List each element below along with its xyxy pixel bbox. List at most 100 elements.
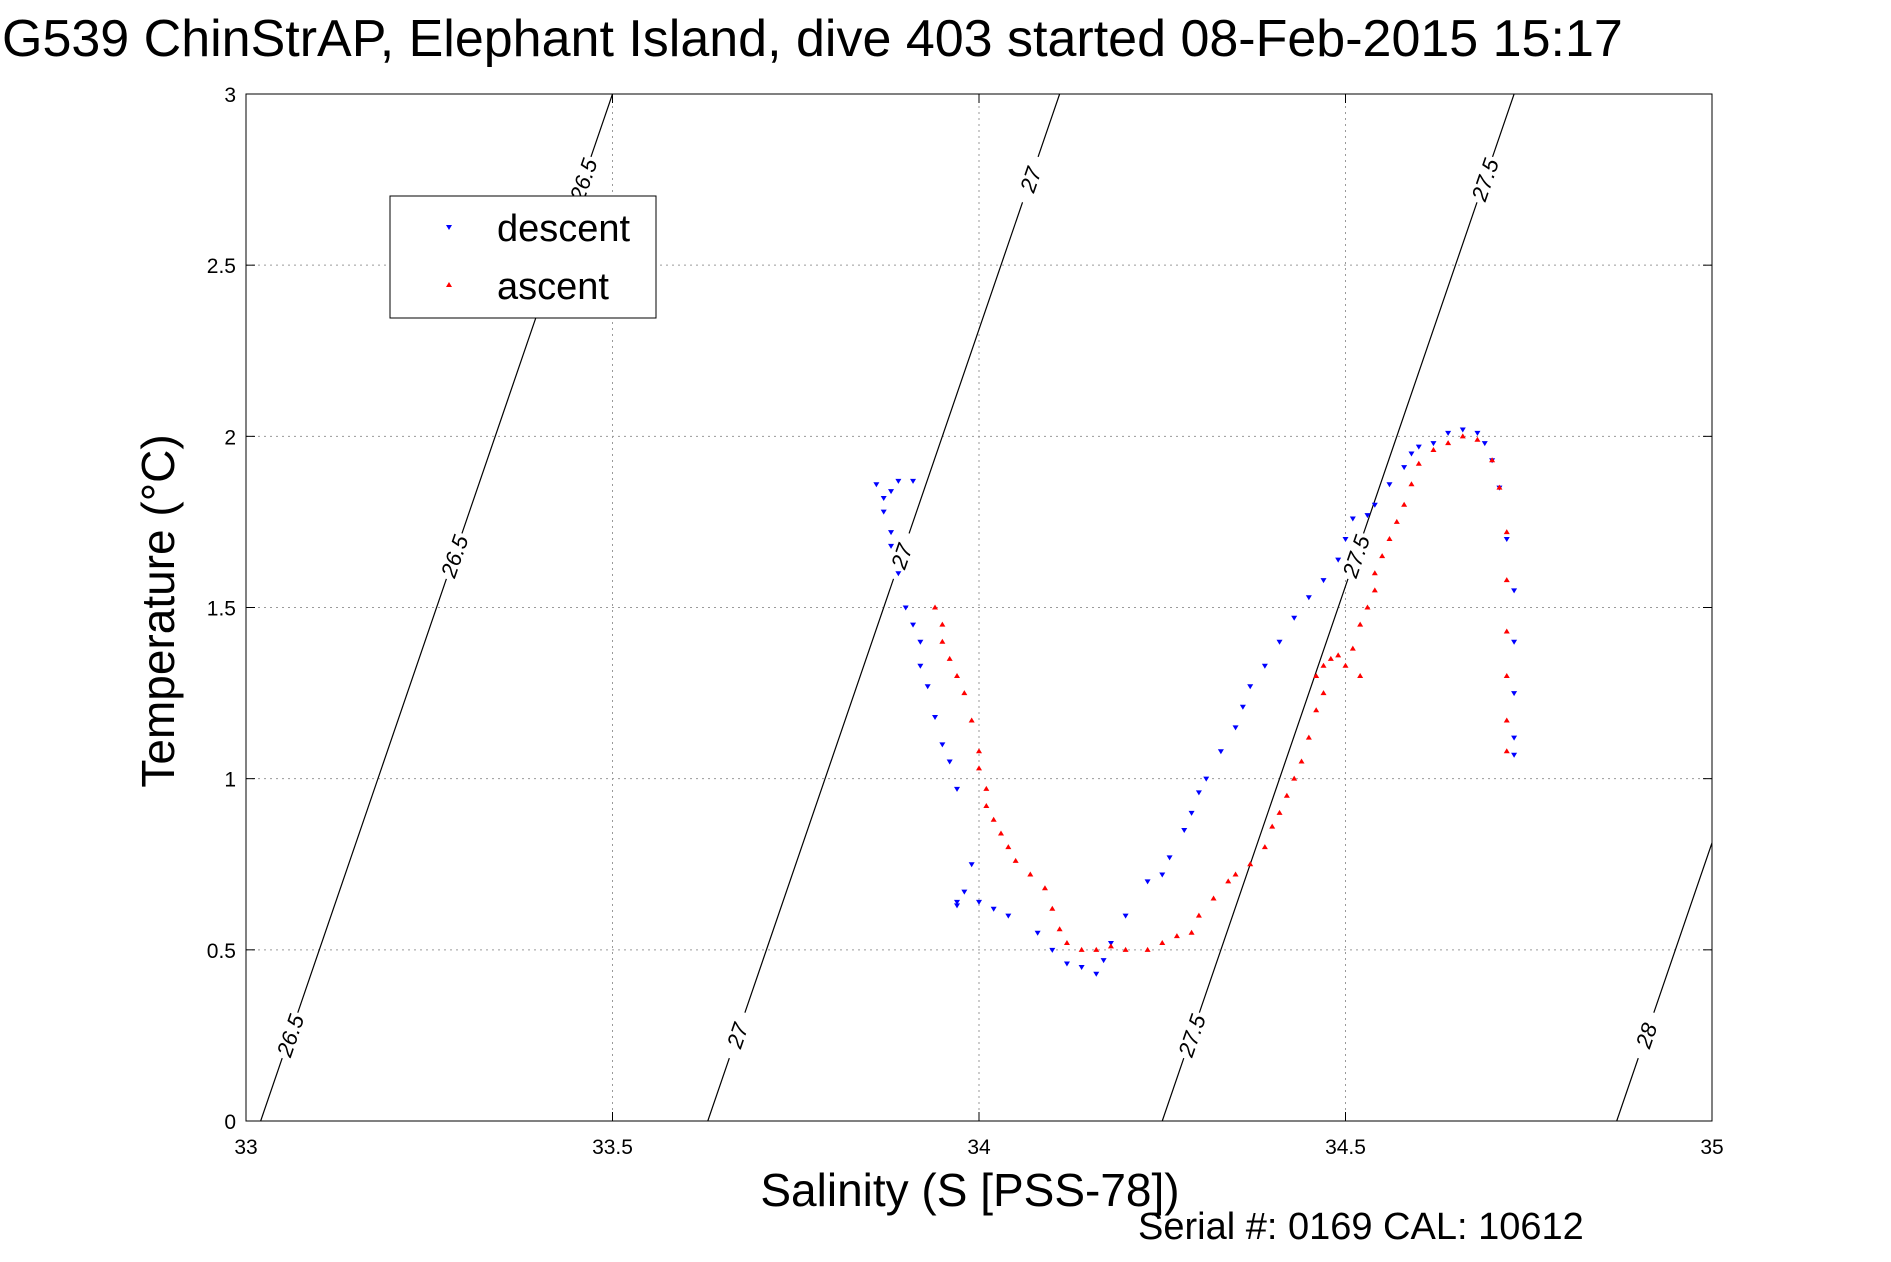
- ascent-point: [1342, 662, 1349, 668]
- ascent-point: [1474, 436, 1481, 442]
- legend-descent-marker: [446, 225, 452, 230]
- axis-ticks: 33 33.5 34 34.5 35 0 0.5 1 1.5 2 2.5 3: [207, 84, 1724, 1159]
- ascent-point: [1012, 857, 1019, 863]
- descent-point: [1430, 441, 1437, 447]
- contour-label-bg: [1170, 1008, 1213, 1063]
- descent-point: [1261, 663, 1268, 669]
- ascent-point: [1357, 672, 1364, 678]
- ascent-point: [1503, 672, 1510, 678]
- descent-point: [910, 478, 917, 484]
- descent-point: [1093, 971, 1100, 977]
- descent-point: [1349, 516, 1356, 522]
- x-tick-label: 33: [234, 1136, 257, 1159]
- descent-point: [1335, 557, 1342, 563]
- descent-point: [1408, 451, 1415, 457]
- serial-cal-footer: Serial #: 0169 CAL: 10612: [1138, 1206, 1584, 1248]
- descent-point: [1195, 790, 1202, 796]
- ascent-point: [968, 717, 975, 723]
- ascent-point: [1056, 926, 1063, 932]
- ascent-point: [1247, 861, 1254, 867]
- ascent-point: [1276, 809, 1283, 815]
- x-tick-label: 33.5: [592, 1136, 633, 1159]
- descent-point: [1342, 537, 1349, 543]
- descent-point: [880, 509, 887, 515]
- ascent-point: [1313, 672, 1320, 678]
- ascent-point: [1225, 878, 1232, 884]
- descent-point: [880, 495, 887, 501]
- ascent-point: [1298, 758, 1305, 764]
- ascent-point: [976, 748, 982, 754]
- descent-point: [1386, 482, 1393, 488]
- descent-point: [1371, 502, 1378, 508]
- descent-point: [1474, 430, 1481, 436]
- ascent-point: [1107, 943, 1114, 949]
- ascent-point: [1379, 553, 1386, 559]
- isopycnal-line: [1616, 841, 1712, 1121]
- descent-point: [1511, 639, 1518, 645]
- descent-point: [990, 906, 997, 912]
- ascent-point: [983, 803, 990, 809]
- descent-point: [888, 543, 895, 549]
- ascent-point: [1320, 662, 1327, 668]
- ascent-point: [976, 765, 982, 771]
- isopycnal-line: [707, 94, 1061, 1121]
- ascent-point: [1173, 933, 1180, 939]
- ascent-point: [932, 604, 939, 610]
- descent-point: [1181, 828, 1188, 834]
- descent-point: [873, 482, 880, 488]
- ascent-point: [1445, 440, 1452, 446]
- descent-point: [1401, 465, 1408, 471]
- ascent-point: [1371, 570, 1378, 576]
- y-tick-label: 1.5: [207, 598, 236, 621]
- ascent-point: [1327, 655, 1334, 661]
- descent-point: [1049, 947, 1056, 953]
- descent-point: [1144, 879, 1151, 885]
- ascent-point: [1093, 946, 1100, 952]
- y-tick-label: 1: [224, 769, 236, 792]
- contour-label-bg: [1625, 1008, 1668, 1063]
- ascent-point: [1503, 529, 1510, 535]
- ascent-point: [1027, 871, 1034, 877]
- descent-point: [976, 899, 982, 905]
- ascent-point: [983, 785, 990, 791]
- ascent-point: [1269, 823, 1276, 829]
- x-tick-label: 35: [1700, 1136, 1723, 1159]
- legend-ascent-label: ascent: [497, 266, 609, 308]
- ascent-point: [1386, 536, 1393, 542]
- ascent-point: [961, 690, 968, 696]
- ascent-point: [1496, 484, 1503, 490]
- descent-point: [1459, 427, 1466, 433]
- ascent-point: [1459, 433, 1466, 439]
- descent-point: [1445, 430, 1452, 436]
- descent-point: [1320, 578, 1327, 584]
- descent-point: [1188, 810, 1195, 816]
- descent-point: [954, 786, 961, 792]
- y-tick-label: 2: [224, 426, 236, 449]
- ascent-point: [1371, 587, 1378, 593]
- descent-point: [1122, 913, 1129, 919]
- ascent-point: [939, 621, 946, 627]
- ascent-point: [990, 816, 997, 822]
- ascent-point: [1159, 939, 1166, 945]
- contour-label-bg: [268, 1008, 312, 1063]
- descent-point: [1511, 691, 1518, 697]
- grid-lines: [246, 94, 1712, 1121]
- ascent-point: [1489, 457, 1496, 463]
- ascent-point: [1063, 939, 1070, 945]
- ascent-point: [1430, 447, 1437, 453]
- ascent-point: [1364, 604, 1371, 610]
- chart-title: G539 ChinStrAP, Elephant Island, dive 40…: [2, 10, 1623, 68]
- y-tick-label: 2.5: [207, 255, 236, 278]
- ascent-point: [997, 830, 1004, 836]
- legend: descent ascent: [389, 195, 657, 319]
- y-tick-label: 3: [224, 84, 236, 107]
- data-points: [873, 427, 1518, 977]
- descent-point: [968, 862, 975, 868]
- x-tick-label: 34.5: [1325, 1136, 1366, 1159]
- ascent-point: [1144, 946, 1151, 952]
- ascent-point: [1232, 871, 1239, 877]
- descent-point: [910, 622, 917, 628]
- y-tick-label: 0.5: [207, 940, 236, 963]
- contour-label-bg: [562, 152, 605, 207]
